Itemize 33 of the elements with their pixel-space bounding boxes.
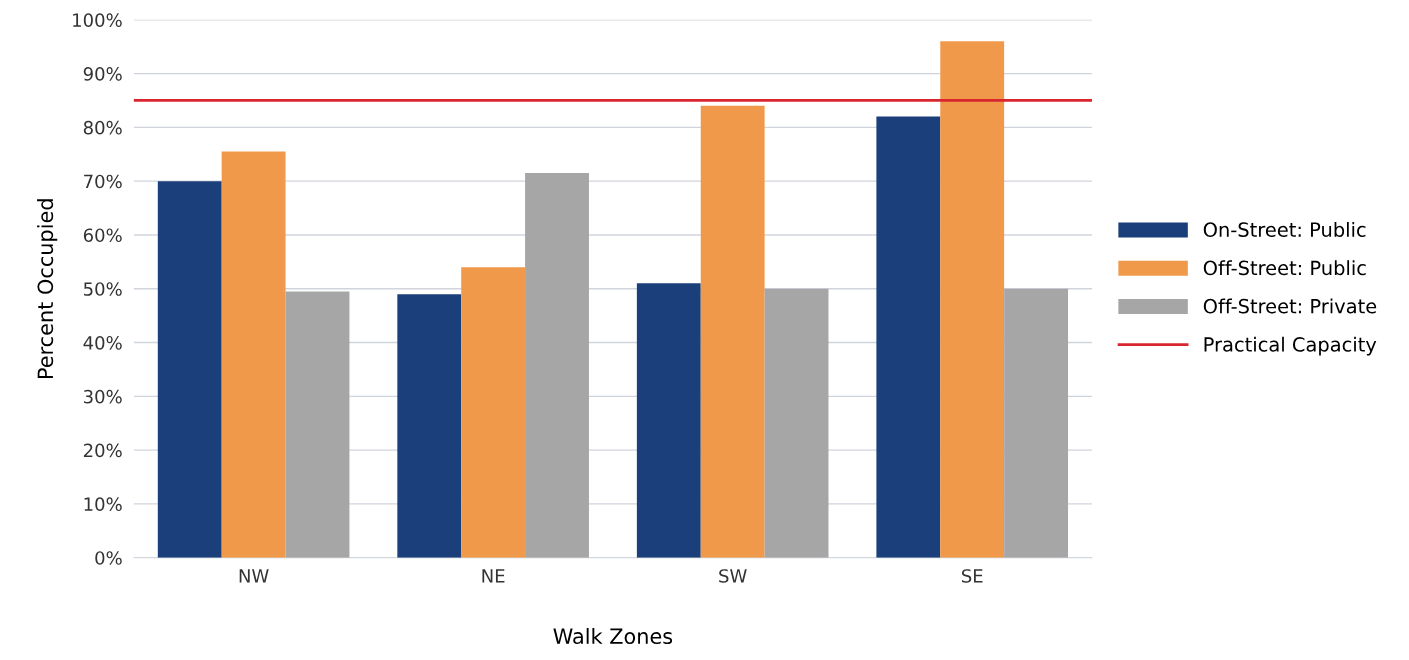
y-tick-label: 50% bbox=[84, 282, 122, 296]
legend-label: Practical Capacity bbox=[1204, 336, 1377, 356]
bar bbox=[285, 291, 350, 558]
bar bbox=[461, 267, 526, 558]
x-tick-label: NE bbox=[482, 569, 505, 583]
y-tick-label: 100% bbox=[73, 13, 122, 27]
y-axis-title: Percent Occupied bbox=[37, 199, 58, 378]
bar bbox=[525, 173, 589, 558]
bar bbox=[397, 294, 462, 558]
y-tick-label: 40% bbox=[83, 336, 122, 350]
y-tick-label: 30% bbox=[83, 389, 122, 404]
bar bbox=[940, 41, 1005, 558]
x-tick-label: SW bbox=[719, 569, 747, 583]
legend-label: Off-Street: Public bbox=[1203, 260, 1366, 276]
bar bbox=[764, 288, 829, 558]
bar bbox=[1004, 288, 1069, 558]
legend-label: On-Street: Public bbox=[1203, 221, 1366, 237]
y-tick-label: 10% bbox=[84, 497, 122, 512]
y-tick-label: 0% bbox=[95, 551, 122, 565]
bar bbox=[221, 151, 286, 558]
x-axis-title: Walk Zones bbox=[553, 627, 673, 645]
x-tick-label: SE bbox=[961, 569, 983, 583]
bar bbox=[876, 116, 941, 558]
y-tick-label: 90% bbox=[83, 67, 122, 81]
bar bbox=[636, 283, 701, 558]
y-tick-label: 20% bbox=[83, 443, 122, 458]
x-tick-label: NW bbox=[239, 569, 269, 583]
bar bbox=[700, 105, 765, 558]
y-tick-label: 80% bbox=[83, 120, 122, 135]
y-tick-label: 70% bbox=[84, 174, 122, 189]
bar bbox=[157, 181, 222, 558]
y-tick-label: 60% bbox=[83, 228, 122, 243]
legend-label: Off-Street: Private bbox=[1203, 298, 1377, 314]
